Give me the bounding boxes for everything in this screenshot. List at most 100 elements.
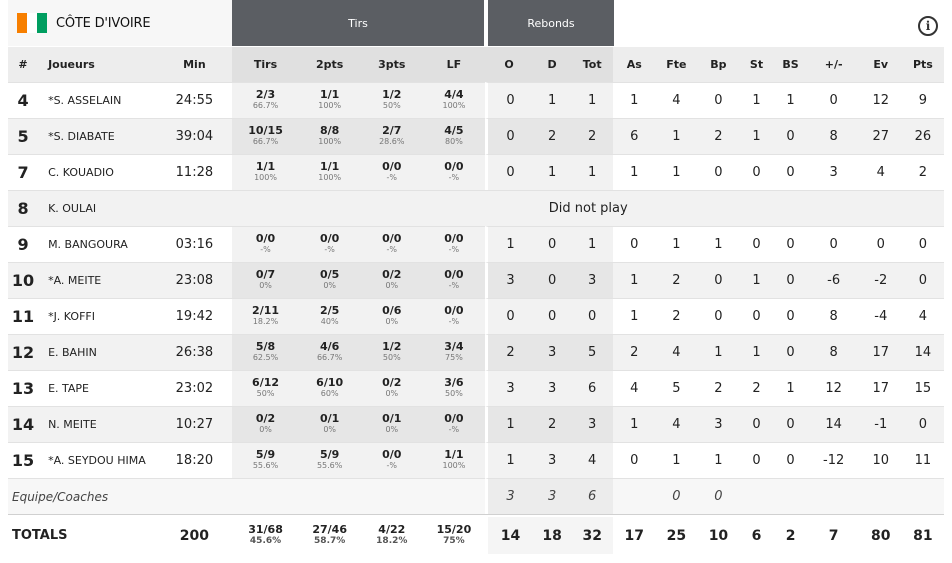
fg-made-attempted: 10/15 [248, 124, 283, 137]
p3-made-attempted: 0/0 [382, 232, 402, 245]
ft-percentage: 50% [445, 389, 463, 398]
p2-cell: 0/5 0% [298, 262, 361, 298]
stat-o: 0 [484, 298, 534, 334]
stat-o: 0 [484, 154, 534, 190]
stat-as: 1 [613, 82, 656, 118]
stat-bp: 0 [697, 82, 740, 118]
totals-stat-o: 14 [484, 517, 534, 554]
ft-percentage: 100% [442, 461, 466, 470]
player-row[interactable]: 7 C. KOUADIO 11:28 1/1 100% 1/1 100% 0/0 -% 0/0 -%… [8, 154, 944, 190]
stat-st: 0 [739, 226, 774, 262]
ft-percentage: -% [448, 425, 460, 434]
player-row[interactable]: 11 *J. KOFFI 19:42 2/11 18.2% 2/5 40% 0/6 0% 0/0-… [8, 298, 944, 334]
totals-row: TOTALS 200 31/68 45.6% 27/46 58.7% 4/22 18.2% 15… [8, 517, 944, 554]
player-name: K. OULAI [38, 190, 157, 226]
column-header[interactable]: Joueurs [38, 47, 157, 82]
p3-percentage: 50% [382, 353, 401, 362]
column-header[interactable]: St [739, 47, 774, 82]
stat-bs: 1 [773, 82, 808, 118]
team-coaches-label: Equipe/Coaches [8, 478, 233, 514]
column-header[interactable]: Ev [859, 47, 902, 82]
p2-made-attempted: 27/46 [312, 523, 347, 536]
ft-made-attempted: 3/4 [444, 340, 464, 353]
p3-made-attempted: 0/6 [382, 304, 402, 317]
fg-made-attempted: 2/11 [252, 304, 280, 317]
stat-bs: 0 [773, 226, 808, 262]
fg-cell: 2/11 18.2% [232, 298, 299, 334]
info-icon[interactable]: i [918, 16, 938, 36]
fg-percentage: 66.7% [252, 137, 279, 146]
column-header[interactable]: # [8, 47, 39, 82]
stat-pts: 26 [901, 118, 944, 154]
stat-bs: 1 [773, 370, 808, 406]
ft-made-attempted: 0/0 [444, 412, 464, 425]
stat-st: 0 [739, 442, 774, 478]
player-name: *S. DIABATE [38, 118, 157, 154]
stat-bp: 2 [697, 118, 740, 154]
stat-pm: 3 [807, 154, 860, 190]
fg-percentage: 100% [254, 173, 277, 182]
player-row[interactable]: 12 E. BAHIN 26:38 5/8 62.5% 4/6 66.7% 1/2 50% 3/4… [8, 334, 944, 370]
stat-pts: 2 [901, 154, 944, 190]
p2-cell: 0/0 -% [298, 226, 361, 262]
ft-cell: 0/0 -% [422, 154, 485, 190]
p2-cell: 27/46 58.7% [298, 517, 361, 554]
player-number: 9 [8, 226, 39, 262]
column-header[interactable]: Min [156, 47, 233, 82]
shots-group-header: Tirs [232, 0, 484, 46]
stat-pts: 11 [901, 442, 944, 478]
column-header[interactable]: 3pts [360, 47, 423, 82]
column-header[interactable]: Pts [901, 47, 944, 82]
stat-st: 1 [739, 262, 774, 298]
stat-bs: 0 [773, 298, 808, 334]
player-row[interactable]: 14 N. MEITE 10:27 0/2 0% 0/1 0% 0/1 0% 0/0 -% 1 2 3 1 4… [8, 406, 944, 442]
column-header[interactable]: Tot [571, 47, 614, 82]
p2-made-attempted: 4/6 [320, 340, 340, 353]
stat-as: 1 [613, 406, 656, 442]
fg-made-attempted: 2/3 [255, 88, 276, 101]
stat-as: 1 [613, 262, 656, 298]
totals-minutes: 200 [156, 517, 233, 554]
fg-made-attempted: 0/2 [255, 412, 276, 425]
column-header[interactable]: Fte [655, 47, 698, 82]
player-minutes: 23:08 [156, 262, 233, 298]
stat-fte: 4 [655, 334, 698, 370]
player-row[interactable]: 10 *A. MEITE 23:08 0/7 0% 0/5 0% 0/2 0% 0/0 -% 3 0 3 1… [8, 262, 944, 298]
column-header[interactable]: Tirs [232, 47, 299, 82]
column-header[interactable]: O [484, 47, 534, 82]
player-row[interactable]: 8 K. OULAI Did not play [8, 190, 944, 226]
ft-made-attempted: 4/4 [444, 88, 464, 101]
player-row[interactable]: 15 *A. SEYDOU HIMA 18:20 5/9 55.6% 5/9 55.6% 0/… [8, 442, 944, 478]
player-minutes: 23:02 [156, 370, 233, 406]
p2-made-attempted: 6/10 [316, 376, 344, 389]
column-header[interactable]: LF [422, 47, 485, 82]
player-name: C. KOUADIO [38, 154, 157, 190]
fg-cell: 5/8 62.5% [232, 334, 299, 370]
flag-stripe-orange [17, 13, 27, 33]
column-header[interactable]: BS [773, 47, 808, 82]
team-name: CÔTE D'IVOIRE [56, 15, 151, 31]
stat-bp: 1 [697, 442, 740, 478]
column-header[interactable]: Bp [697, 47, 740, 82]
column-header[interactable]: +/- [807, 47, 860, 82]
stat-d: 3 [533, 334, 572, 370]
fg-cell: 0/2 0% [232, 406, 299, 442]
stat-ev: -2 [859, 262, 902, 298]
player-row[interactable]: 9 M. BANGOURA 03:16 0/0 -% 0/0 -% 0/0 -% 0/0 -% 1 0 1… [8, 226, 944, 262]
stat-pm: 0 [807, 226, 860, 262]
p3-cell: 0/0 -% [360, 226, 423, 262]
stat-as: 0 [613, 226, 656, 262]
player-number: 13 [8, 370, 39, 406]
player-minutes: 18:20 [156, 442, 233, 478]
player-row[interactable]: 4 *S. ASSELAIN 24:55 2/3 66.7% 1/1 100% 1/2 50% 4… [8, 82, 944, 118]
column-header[interactable]: 2pts [298, 47, 361, 82]
player-name: N. MEITE [38, 406, 157, 442]
p2-cell: 2/5 40% [298, 298, 361, 334]
stat-d: 3 [533, 442, 572, 478]
column-header[interactable]: D [533, 47, 572, 82]
player-row[interactable]: 5 *S. DIABATE 39:04 10/15 66.7% 8/8 100% 2/7 28.… [8, 118, 944, 154]
player-row[interactable]: 13 E. TAPE 23:02 6/12 50% 6/10 60% 0/2 0% 3/6 50% 3… [8, 370, 944, 406]
column-header[interactable]: As [613, 47, 656, 82]
stat-bp: 3 [697, 406, 740, 442]
ft-cell: 4/5 80% [422, 118, 485, 154]
